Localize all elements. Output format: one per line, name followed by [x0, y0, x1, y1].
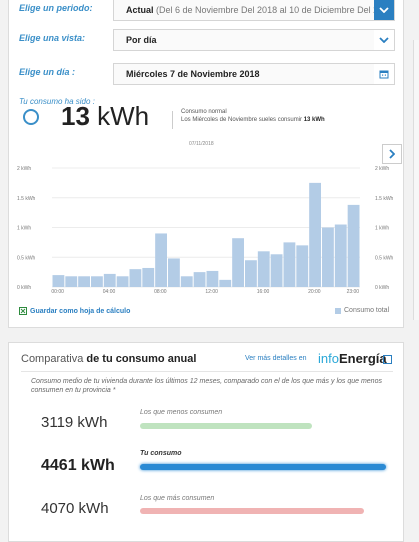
save-spreadsheet-link[interactable]: Guardar como hoja de cálculo	[19, 307, 130, 315]
x-tick-label: 04:00	[103, 289, 116, 295]
day-row: Elige un día : Miércoles 7 de Noviembre …	[19, 63, 395, 85]
high-consumers-label: Los que más consumen	[140, 495, 215, 502]
bar-10:00	[180, 276, 193, 287]
bar-01:00	[65, 276, 78, 287]
day-label: Elige un día :	[19, 67, 76, 77]
external-link-icon[interactable]	[383, 355, 392, 364]
y-tick-label-right: 2 kWh	[375, 166, 389, 172]
bar-18:00	[283, 242, 296, 287]
bar-07:00	[142, 267, 155, 287]
period-select[interactable]: Actual (Del 6 de Noviembre Del 2018 al 1…	[113, 0, 395, 21]
normal-text-prefix: Los Miércoles de Noviembre sueles consum…	[181, 117, 304, 123]
bar-23:00	[347, 204, 360, 287]
bar-20:00	[309, 182, 321, 287]
consumption-label: Tu consumo ha sido :	[19, 97, 95, 106]
bar-22:00	[334, 224, 347, 287]
comparison-card: Comparativa de tu consumo anual Ver más …	[8, 342, 404, 542]
x-tick-label: 12:00	[205, 289, 218, 295]
high-consumers-value: 4070 kWh	[41, 500, 109, 517]
day-select[interactable]: Miércoles 7 de Noviembre 2018	[113, 63, 395, 85]
bar-14:00	[232, 238, 244, 287]
view-label: Elige una vista:	[19, 33, 86, 43]
chevron-down-icon[interactable]	[374, 30, 394, 50]
calendar-icon[interactable]	[374, 64, 394, 84]
bar-12:00	[206, 270, 219, 287]
consumption-chart: 0 kWh 0 kWh 0.5 kWh 0.5 kWh 1 kWh 1 kWh 1.5 kW…	[17, 166, 394, 295]
comparison-title-strong: de tu consumo anual	[83, 353, 197, 365]
bar-21:00	[322, 227, 334, 287]
chart-legend: Consumo total	[335, 307, 389, 314]
next-day-button[interactable]	[382, 144, 402, 164]
bar-16:00	[257, 251, 270, 287]
bar-00:00	[52, 275, 65, 287]
chevron-down-icon[interactable]	[374, 0, 394, 20]
x-tick-label: 16:00	[257, 289, 270, 295]
bar-06:00	[129, 269, 142, 287]
consumption-number: 13	[61, 101, 90, 131]
divider	[172, 111, 173, 129]
x-tick-label: 00:00	[51, 289, 64, 295]
bar-08:00	[155, 233, 167, 287]
save-spreadsheet-label: Guardar como hoja de cálculo	[30, 307, 131, 315]
period-label: Elige un periodo:	[19, 3, 93, 13]
consumption-card: Elige un periodo: Actual (Del 6 de Novie…	[8, 0, 404, 328]
bar-15:00	[245, 260, 257, 287]
bar-02:00	[78, 276, 90, 287]
bar-13:00	[219, 279, 232, 287]
y-tick-label-left: 0 kWh	[17, 285, 31, 291]
legend-label: Consumo total	[344, 307, 390, 314]
brand-light: info	[318, 351, 339, 366]
normal-consumption-text: Los Miércoles de Noviembre sueles consum…	[181, 117, 325, 123]
bar-04:00	[103, 273, 116, 287]
normal-value: 13 kWh	[303, 117, 325, 123]
consumption-value: 13 kWh	[61, 101, 149, 132]
period-value-strong: Actual	[126, 5, 154, 15]
low-consumers-label: Los que menos consumen	[140, 409, 223, 416]
side-scroll-strip	[413, 40, 419, 320]
high-consumers-bar	[140, 508, 364, 514]
view-select[interactable]: Por día	[113, 29, 395, 51]
consumption-unit: kWh	[89, 101, 150, 131]
period-value-rest: (Del 6 de Noviembre Del 2018 al 10 de Di…	[153, 5, 391, 15]
y-tick-label-left: 2 kWh	[17, 166, 31, 172]
bar-09:00	[168, 258, 180, 287]
bar-17:00	[270, 254, 283, 287]
smiley-icon	[23, 109, 39, 125]
y-tick-label-right: 1.5 kWh	[375, 196, 394, 202]
your-consumption-label: Tu consumo	[140, 450, 182, 457]
brand-strong: Energía	[338, 351, 387, 366]
y-tick-label-left: 0.5 kWh	[17, 255, 36, 261]
chevron-right-icon	[389, 149, 395, 159]
day-value: Miércoles 7 de Noviembre 2018	[126, 69, 260, 79]
y-tick-label-left: 1.5 kWh	[17, 196, 36, 202]
legend-swatch	[335, 307, 341, 314]
bar-19:00	[296, 245, 309, 287]
bar-03:00	[91, 276, 103, 287]
y-tick-label-right: 0.5 kWh	[375, 255, 394, 261]
comparison-title: Comparativa de tu consumo anual	[21, 353, 196, 365]
your-consumption-bar	[140, 464, 386, 470]
chart-title: 07/11/2018	[189, 141, 214, 147]
your-consumption-value: 4461 kWh	[41, 457, 115, 474]
x-tick-label: 08:00	[154, 289, 167, 295]
x-tick-label: 20:00	[308, 289, 321, 295]
normal-consumption-label: Consumo normal	[181, 109, 227, 115]
y-tick-label-left: 1 kWh	[17, 226, 31, 232]
spreadsheet-icon	[19, 307, 27, 315]
y-tick-label-right: 1 kWh	[375, 226, 389, 232]
y-tick-label-right: 0 kWh	[375, 285, 389, 291]
x-tick-label: 23:00	[347, 289, 360, 295]
low-consumers-bar	[140, 423, 312, 429]
low-consumers-value: 3119 kWh	[41, 414, 108, 431]
divider	[21, 371, 393, 372]
more-details-link[interactable]: Ver más detalles en	[245, 355, 307, 362]
comparison-description: Consumo medio de tu vivienda durante los…	[31, 378, 382, 394]
period-row: Elige un periodo: Actual (Del 6 de Novie…	[19, 0, 395, 21]
bar-11:00	[193, 272, 206, 287]
infoenergia-logo[interactable]: infoEnergía	[318, 351, 387, 366]
view-row: Elige una vista: Por día	[19, 29, 395, 51]
view-value: Por día	[126, 35, 157, 45]
bar-05:00	[116, 276, 129, 287]
comparison-title-light: Comparativa	[21, 353, 84, 365]
